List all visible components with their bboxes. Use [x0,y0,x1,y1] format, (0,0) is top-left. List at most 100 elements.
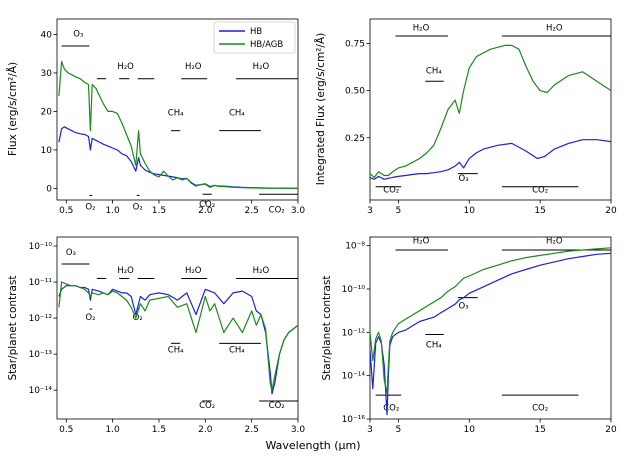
x-tick-label: 5 [395,425,401,435]
y-tick-label: 10⁻¹⁰ [29,242,53,252]
y-tick-label: 10⁻¹² [342,328,366,338]
x-tick-label: 3 [367,425,373,435]
x-axis-label: Wavelength (μm) [265,439,360,452]
legend-hb-label: HB [250,27,262,37]
legend: HB HB/AGB [213,21,296,54]
x-tick-label: 1.0 [105,425,120,435]
series-line-hb-agb [58,281,299,391]
band-label: O₃ [73,29,83,39]
y-tick-label: 40 [41,30,53,40]
band-label: CH₄ [426,341,442,351]
band-label: CH₄ [426,67,442,77]
y-tick-label: 10⁻¹³ [29,350,53,360]
band-label: CO₂ [199,401,215,411]
x-tick-label: 3 [367,206,373,216]
panel-flux-annotations: O₃ H₂O H₂O H₂O CH₄ CH₄ O₂ O₂ CO₂ CO₂ [61,29,298,215]
x-tick-label: 5 [395,206,401,216]
band-label: O₂ [133,313,143,323]
band-label: CO₂ [199,200,215,210]
band-label: CO₂ [383,185,399,195]
y-tick-label: 0.25 [345,134,365,144]
panel-flux-ticks: 0.5 1.0 1.5 2.0 2.5 3.0 0 10 20 30 40 [41,30,306,216]
x-tick-label: 2.0 [198,425,213,435]
y-tick-label: 10⁻¹¹ [29,278,53,288]
band-label: H₂O [185,62,202,72]
legend-hbagb-label: HB/AGB [250,40,283,50]
x-tick-label: 3.0 [291,206,306,216]
panel-contrast-short-ylabel: Star/planet contrast [7,276,19,381]
band-label: CO₂ [269,401,285,411]
series-line-hb-agb [369,247,612,394]
x-tick-label: 2.5 [244,425,258,435]
panel-contrast-long-frame [369,236,612,420]
y-tick-label: 20 [41,107,53,117]
band-label: CH₄ [229,345,245,355]
panel-integrated-flux-frame [369,18,612,201]
panel-contrast-long-ylabel: Star/planet contrast [321,276,333,381]
legend-box [213,21,296,54]
panel-integrated-flux-ticks: 3 5 10 15 20 0.25 0.50 0.75 [345,40,617,216]
y-tick-label: 30 [41,69,53,79]
panel-contrast-long-annotations: H₂O H₂O CH₄ O₃ CO₂ CO₂ [375,237,611,413]
x-tick-label: 1.5 [152,206,166,216]
panel-integrated-flux-ylabel: Integrated Flux (erg/s/cm²/Å) [314,33,327,185]
band-label: H₂O [185,266,202,276]
panel-contrast-short-annotations: O₃ H₂O H₂O H₂O O₂ O₂ CH₄ CH₄ CO₂ CO₂ [61,248,298,411]
band-label: O₂ [85,313,95,323]
band-label: CO₂ [532,185,548,195]
x-tick-label: 10 [464,425,476,435]
panel-integrated-flux-annotations: H₂O H₂O CH₄ O₃ CO₂ CO₂ [375,23,611,195]
x-tick-label: 15 [534,206,545,216]
series-line-hb [58,126,299,189]
band-label: H₂O [253,266,270,276]
band-label: H₂O [253,62,270,72]
panel-integrated-flux-series [369,44,612,180]
panel-integrated-flux: Integrated Flux (erg/s/cm²/Å) 3 5 10 15 20 0.… [314,18,617,216]
band-label: CH₄ [229,108,245,118]
x-tick-label: 3.0 [291,425,306,435]
x-tick-label: 2.0 [198,206,213,216]
panel-contrast-long-ticks: 3 5 10 15 20 10⁻¹⁶ 10⁻¹⁴ 10⁻¹² 10⁻¹⁰ 10⁻⁸ [342,242,617,435]
series-line-hb [369,139,612,180]
band-label: H₂O [117,266,134,276]
x-tick-label: 2.5 [244,206,258,216]
band-label: O₃ [66,248,76,258]
y-tick-label: 0.50 [345,87,365,97]
y-tick-label: 0 [46,184,52,194]
y-tick-label: 10⁻¹⁴ [29,386,53,396]
panel-flux-ylabel: Flux (erg/s/cm²/Å) [6,62,19,156]
band-label: H₂O [413,23,430,33]
panel-contrast-short: Star/planet contrast 0.5 1.0 1.5 2.0 2.5 3.0 1… [7,236,306,435]
band-label: CO₂ [532,403,548,413]
band-label: H₂O [117,62,134,72]
x-tick-label: 10 [464,206,476,216]
band-label: O₂ [85,203,95,213]
series-line-hb-agb [58,60,298,189]
y-tick-label: 10⁻¹⁶ [342,415,366,425]
band-label: O₃ [459,302,469,312]
band-label: H₂O [546,23,563,33]
panel-flux-frame [56,18,299,201]
x-tick-label: 1.5 [152,425,166,435]
panel-contrast-short-series [58,281,299,395]
y-tick-label: 10⁻¹⁰ [342,285,366,295]
band-label: H₂O [546,237,563,247]
x-tick-label: 1.0 [105,206,120,216]
x-tick-label: 20 [605,425,617,435]
panel-flux: Flux (erg/s/cm²/Å) 0.5 1.0 1.5 2.0 2.5 3.0 0 10… [6,18,306,216]
panel-contrast-long: Star/planet contrast 3 5 10 15 20 10⁻¹⁶ 10⁻¹⁴ 1… [321,237,617,436]
y-tick-label: 10⁻¹² [29,314,53,324]
band-label: CH₄ [168,108,184,118]
panel-contrast-short-frame [56,236,299,420]
y-tick-label: 10⁻¹⁴ [342,372,366,382]
panel-contrast-long-series [369,247,612,416]
band-label: O₂ [133,203,143,213]
band-label: CH₄ [168,345,184,355]
series-line-hb [369,252,612,416]
panel-contrast-short-ticks: 0.5 1.0 1.5 2.0 2.5 3.0 10⁻¹⁴ 10⁻¹³ 10⁻¹² 10⁻¹¹ 10… [29,242,306,435]
panel-flux-series [58,60,299,189]
series-line-hb-agb [369,44,612,178]
y-tick-label: 0.75 [345,40,365,50]
x-tick-label: 20 [605,206,617,216]
